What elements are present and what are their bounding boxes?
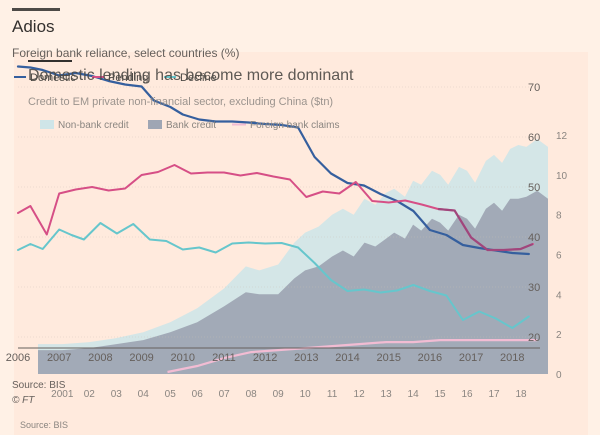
area-y-tick-label: 0 [556, 370, 562, 381]
area-y-tick-label: 8 [556, 211, 562, 222]
area-legend-swatch [148, 120, 162, 129]
overlay-chart-title: Domestic lending has become more dominan… [28, 67, 354, 84]
line-y-tick-label: 60 [528, 132, 540, 144]
line-y-tick-label: 40 [528, 232, 540, 244]
area-legend-label: Bank credit [166, 120, 216, 131]
line-x-tick-label: 2008 [88, 352, 112, 364]
gridlines [18, 86, 540, 349]
line-x-tick-label: 2013 [294, 352, 318, 364]
area-x-tick-label: 18 [515, 389, 527, 400]
line-x-tick-label: 2009 [129, 352, 153, 364]
overlay-title-rule [28, 60, 72, 62]
line-foreign-bank-claims [167, 339, 538, 374]
area-legend-swatch [40, 120, 54, 129]
area-y-tick-label: 6 [556, 251, 562, 262]
area-x-tick-label: 14 [408, 389, 420, 400]
line-y-tick-label: 50 [528, 182, 540, 194]
area-x-tick-label: 09 [273, 389, 285, 400]
line-x-tick-label: 2018 [500, 352, 524, 364]
line-legend-label: Decline [180, 72, 217, 84]
line-x-tick-label: 2010 [171, 352, 195, 364]
source-note: Source: BIS [12, 380, 66, 391]
area-x-tick-label: 05 [165, 389, 177, 400]
line-pending-tail [438, 207, 534, 252]
line-x-tick-label: 2017 [459, 352, 483, 364]
ft-credit: © FT [12, 395, 35, 406]
area-x-tick-label: 10 [300, 389, 312, 400]
line-y-tick-label: 30 [528, 282, 540, 294]
chart-title: Adios [12, 17, 55, 36]
overlay-chart-subtitle: Credit to EM private non-financial secto… [28, 96, 334, 108]
area-x-tick-label: 07 [219, 389, 231, 400]
area-x-tick-label: 16 [461, 389, 473, 400]
area-x-tick-label: 2001 [51, 389, 74, 400]
line-x-tick-label: 2014 [335, 352, 359, 364]
area-x-tick-label: 08 [246, 389, 258, 400]
title-rule [12, 8, 60, 11]
line-y-tick-label: 70 [528, 82, 540, 94]
legends-group: Domestic Pending Decline Non-bank credit Ban… [14, 72, 339, 131]
line-x-tick-label: 2007 [47, 352, 71, 364]
area-y-tick-label: 4 [556, 290, 562, 301]
line-y-tick-label: 20 [528, 332, 540, 344]
line-x-tick-label: 2012 [253, 352, 277, 364]
overlay-source-note: Source: BIS [20, 420, 69, 430]
area-series-group [38, 139, 548, 374]
area-bank-credit [38, 190, 548, 374]
line-legend-label: Domestic [30, 72, 76, 84]
area-legend-label: Non-bank credit [58, 120, 129, 131]
area-y-tick-label: 12 [556, 131, 568, 142]
area-y-tick-label: 10 [556, 171, 568, 182]
area-x-tick-label: 17 [488, 389, 500, 400]
area-x-tick-label: 11 [327, 389, 338, 400]
area-x-tick-label: 04 [138, 389, 150, 400]
chart-subtitle: Foreign bank reliance, select countries … [12, 46, 240, 60]
line-x-tick-label: 2006 [6, 352, 30, 364]
area-legend-label: Foreign bank claims [250, 120, 339, 131]
area-x-tick-label: 06 [192, 389, 204, 400]
axes-group: 2001 02 03 04 05 06 07 08 09 10 11 12 13 14 15 16 17 1812… [6, 82, 568, 400]
area-x-tick-label: 15 [435, 389, 447, 400]
area-x-tick-label: 12 [354, 389, 366, 400]
line-x-tick-label: 2016 [418, 352, 442, 364]
line-legend-label: Pending [108, 72, 148, 84]
line-decline [17, 222, 530, 329]
area-x-tick-label: 02 [84, 389, 96, 400]
area-y-tick-label: 2 [556, 330, 562, 341]
line-x-tick-label: 2015 [376, 352, 400, 364]
area-x-tick-label: 13 [381, 389, 393, 400]
area-x-tick-label: 03 [111, 389, 123, 400]
line-x-tick-label: 2011 [212, 352, 236, 364]
